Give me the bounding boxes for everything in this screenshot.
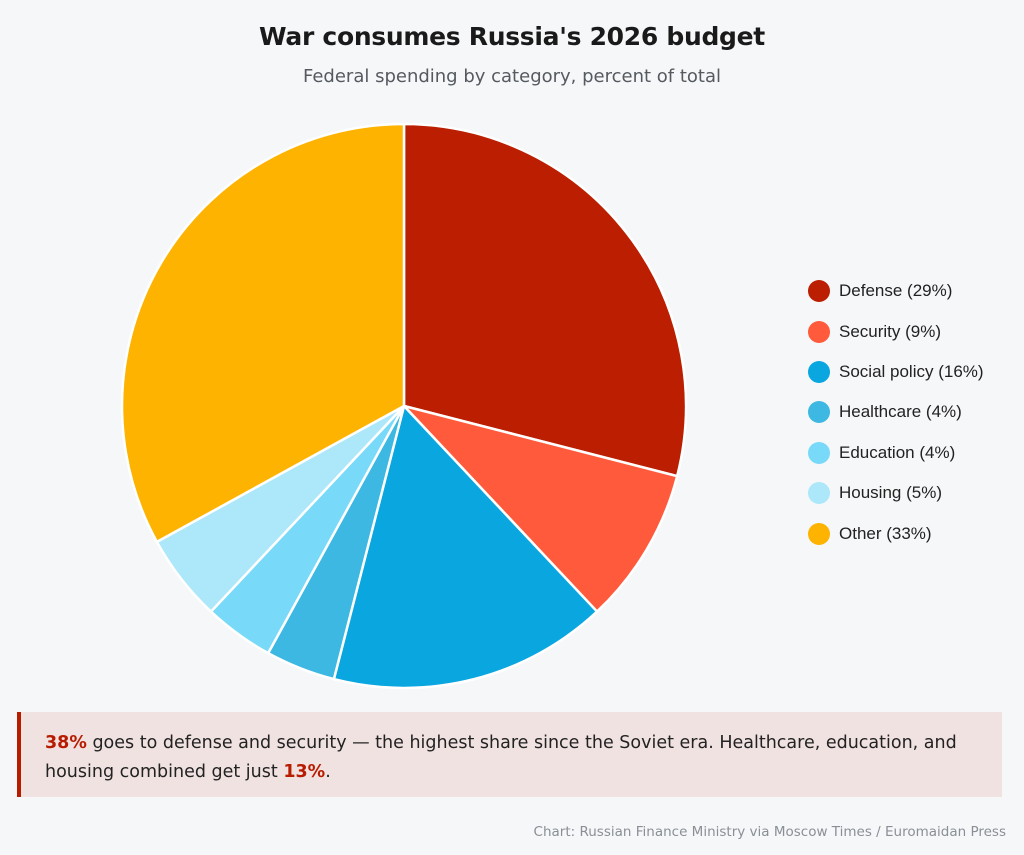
legend-item-housing: Housing (5%): [808, 473, 984, 513]
legend-label-other: Other (33%): [839, 523, 932, 543]
chart-title: War consumes Russia's 2026 budget: [259, 22, 765, 51]
legend-item-defense: Defense (29%): [808, 271, 984, 311]
legend-swatch-other: [808, 522, 830, 545]
legend-swatch-education: [808, 441, 830, 464]
callout-box: 38% goes to defense and security — the h…: [17, 712, 1002, 797]
legend-item-education: Education (4%): [808, 433, 984, 473]
legend-label-social-policy: Social policy (16%): [839, 361, 984, 381]
legend-item-security: Security (9%): [808, 311, 984, 351]
callout-text: goes to defense and security — the highe…: [45, 733, 957, 782]
legend-swatch-social-policy: [808, 360, 830, 383]
pie-slice-security: [402, 404, 679, 613]
callout-text-end: .: [325, 762, 331, 782]
pie-slice-defense: [402, 122, 688, 478]
pie-slice-other: [120, 122, 406, 544]
legend-swatch-housing: [808, 482, 830, 505]
legend-label-healthcare: Healthcare (4%): [839, 402, 962, 422]
chart-legend: Defense (29%) Security (9%) Social policy …: [808, 271, 984, 554]
pie-chart: [120, 122, 688, 690]
legend-item-social-policy: Social policy (16%): [808, 352, 984, 392]
legend-item-healthcare: Healthcare (4%): [808, 392, 984, 432]
source-note: Chart: Russian Finance Ministry via Mosc…: [533, 824, 1006, 840]
callout-highlight-defense-security: 38%: [45, 733, 87, 753]
legend-item-other: Other (33%): [808, 513, 984, 553]
pie-slice-social-policy: [332, 404, 599, 690]
legend-label-education: Education (4%): [839, 442, 956, 462]
legend-label-defense: Defense (29%): [839, 281, 953, 301]
callout-highlight-social: 13%: [283, 762, 326, 782]
legend-label-housing: Housing (5%): [839, 483, 942, 503]
legend-label-security: Security (9%): [839, 321, 942, 341]
legend-swatch-security: [808, 320, 830, 343]
legend-swatch-healthcare: [808, 401, 830, 424]
chart-subtitle: Federal spending by category, percent of…: [302, 66, 722, 87]
legend-swatch-defense: [808, 280, 830, 303]
